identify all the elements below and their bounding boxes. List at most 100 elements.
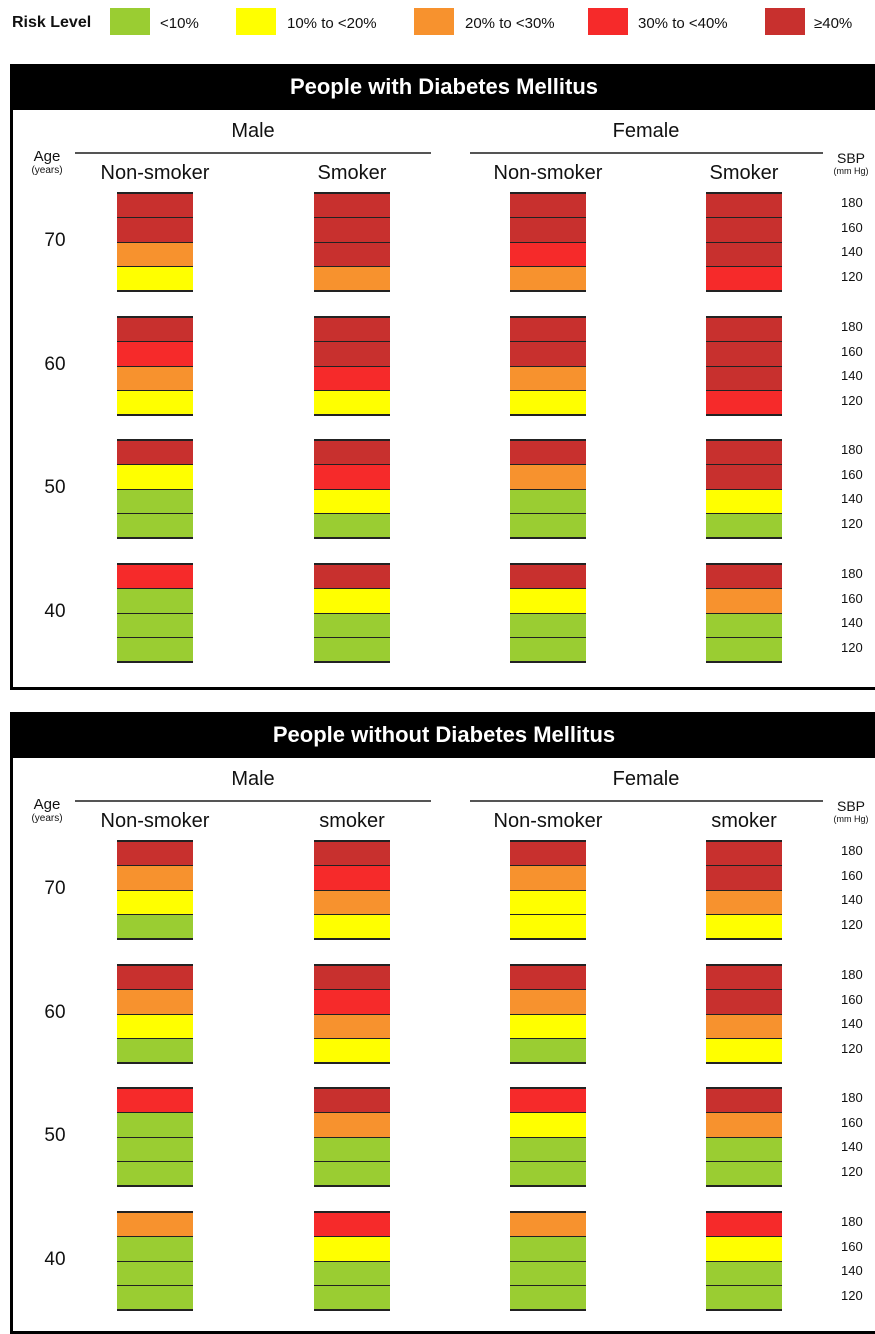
risk-cell [117,441,193,466]
female-divider [470,800,823,802]
risk-cell [706,589,782,614]
sbp-value: 140 [841,491,863,506]
risk-cell [706,866,782,891]
sbp-value: 160 [841,991,863,1007]
risk-cell [117,866,193,891]
legend-swatch-20-30 [414,8,454,35]
risk-cell [510,637,586,661]
risk-cell [314,1213,390,1238]
risk-cell [706,914,782,938]
legend-label: <10% [160,15,199,32]
risk-cell [510,366,586,391]
sbp-value: 180 [841,566,863,581]
risk-cell [117,465,193,490]
risk-cell [706,366,782,391]
risk-block [706,563,782,663]
risk-cell [117,513,193,537]
risk-cell [117,242,193,267]
age-header-label: Age [33,796,61,813]
risk-cell [510,990,586,1015]
risk-cell [314,589,390,614]
risk-block [117,439,193,539]
risk-cell [706,613,782,638]
risk-cell [314,966,390,991]
sbp-value: 120 [841,1040,863,1056]
risk-cell [314,441,390,466]
male-label: Male [231,768,275,790]
risk-cell [510,441,586,466]
risk-cell [510,613,586,638]
risk-cell [117,366,193,391]
risk-cell [117,613,193,638]
risk-cell [314,914,390,938]
sbp-value: 120 [841,515,863,531]
risk-block [314,316,390,416]
legend-swatch-gte40 [765,8,805,35]
risk-cell [510,866,586,891]
female-label: Female [612,120,680,142]
panel-without-diabetes: People without Diabetes Mellitus Male Fema… [10,712,875,1334]
risk-cell [314,489,390,514]
risk-cell [706,489,782,514]
legend-label: 10% to <20% [287,15,377,32]
risk-cell [117,1137,193,1162]
column-label: Non-smoker [100,162,210,184]
risk-cell [117,589,193,614]
age-label: 50 [44,477,66,498]
risk-block [314,563,390,663]
legend-label: 30% to <40% [638,15,728,32]
risk-cell [706,513,782,537]
age-label: 60 [44,354,66,375]
risk-cell [510,1137,586,1162]
risk-cell [510,465,586,490]
sbp-value: 140 [841,244,863,259]
risk-cell [117,1038,193,1062]
risk-cell [314,318,390,343]
risk-cell [510,589,586,614]
risk-cell [117,990,193,1015]
risk-cell [706,637,782,661]
risk-cell [510,966,586,991]
legend-title: Risk Level [12,14,92,31]
risk-cell [510,1213,586,1238]
risk-cell [314,390,390,414]
legend-swatch-lt10 [110,8,150,35]
column-label: Non-smoker [100,810,210,832]
risk-cell [706,990,782,1015]
sbp-value: 180 [841,319,863,334]
panel-title: People without Diabetes Mellitus [10,712,875,758]
risk-cell [510,565,586,590]
risk-cell [510,194,586,219]
risk-block [510,964,586,1064]
risk-block [117,840,193,940]
risk-cell [314,1014,390,1039]
risk-cell [314,194,390,219]
sbp-value: 160 [841,343,863,359]
column-label: Non-smoker [493,162,603,184]
risk-cell [510,914,586,938]
risk-block [117,964,193,1064]
risk-block [117,316,193,416]
risk-cell [510,890,586,915]
risk-block [706,1087,782,1187]
risk-cell [314,513,390,537]
risk-block [706,439,782,539]
risk-cell [706,342,782,367]
column-label: Smoker [709,162,779,184]
sbp-value: 160 [841,867,863,883]
risk-block [510,192,586,292]
risk-cell [706,966,782,991]
risk-block [314,439,390,539]
male-divider [75,152,431,154]
sbp-value: 180 [841,442,863,457]
risk-block [117,1087,193,1187]
legend-label: ≥40% [814,15,853,32]
sbp-value: 160 [841,466,863,482]
sbp-value: 140 [841,1016,863,1031]
risk-cell [706,390,782,414]
sbp-header: SBP (mm Hg) [826,799,875,826]
risk-cell [117,194,193,219]
sbp-value: 140 [841,892,863,907]
sbp-header-label: SBP [836,150,865,166]
risk-cell [314,1137,390,1162]
